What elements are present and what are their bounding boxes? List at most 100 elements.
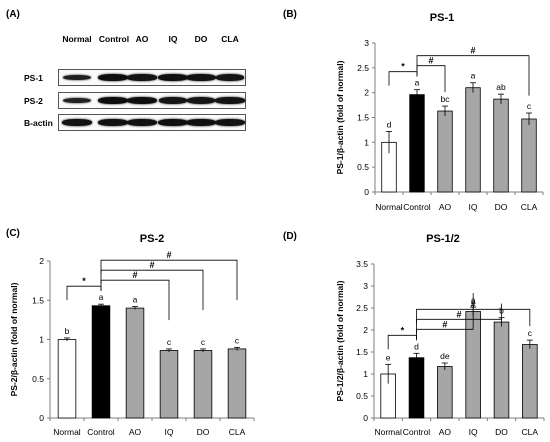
x-tick-label: DO [197,427,210,437]
y-tick-label: 2 [363,325,368,335]
y-tick-label: 3 [364,38,369,48]
significance-bracket [66,285,102,301]
significance-bracket [416,308,531,327]
y-tick-label: 0 [363,413,368,423]
bar [493,321,510,419]
significance-letter: c [527,101,532,111]
significance-marker: # [166,250,171,260]
bar [193,350,213,419]
y-tick-label: 0.5 [32,374,44,384]
significance-letter: c [528,328,533,338]
bar [159,350,179,419]
y-tick-label: 1 [363,369,368,379]
bar [408,357,425,419]
western-blot-panel: (A) Normal Control AO IQ DO CLA PS-1 PS-… [0,0,275,140]
x-tick-label: Control [403,202,431,212]
lane-header-ao: AO [135,34,149,44]
y-tick-label: 0.5 [356,391,368,401]
lane-header-do: DO [194,34,208,44]
significance-letter: d [387,119,392,129]
bar [522,344,538,419]
x-tick-label: Normal [53,427,81,437]
y-tick-label: 0 [364,187,369,197]
row-label-bactin: B-actin [24,118,53,128]
y-tick-label: 2 [39,256,44,266]
bar [57,339,77,419]
chart-title: PS-2 [140,233,164,245]
panel-label-d: (D) [283,231,297,242]
significance-marker: # [471,299,476,309]
bar [521,118,537,193]
significance-marker: # [442,319,447,329]
x-tick-label: AO [439,427,452,437]
y-tick-label: 3 [363,281,368,291]
y-tick-label: 3.5 [356,259,368,269]
significance-letter: a [415,78,420,88]
significance-marker: # [428,56,433,66]
blot-band [158,119,188,126]
bar [125,307,145,419]
significance-marker: # [456,309,461,319]
y-tick-label: 0.5 [357,162,369,172]
x-tick-label: Normal [375,202,403,212]
significance-letter: b [65,326,70,336]
significance-marker: # [149,260,154,270]
significance-marker: * [82,276,86,286]
blot-band [127,97,157,104]
significance-marker: * [401,325,405,335]
bar-chart-ps12: PS-1/2 PS-1/2/β-actin (fold of normal) 0 0.… [335,233,545,437]
panel-label-b: (B) [283,9,297,20]
significance-bracket [100,259,238,301]
x-tick-label: IQ [165,427,174,437]
blot-strip-ps2 [58,92,246,109]
blot-band [98,97,128,104]
significance-marker: # [132,270,137,280]
significance-letter: a [471,71,476,81]
bar-chart-ps2: PS-2 PS-2/β-actin (fold of normal) 0 0.5 1 1.… [9,233,255,437]
row-label-ps1: PS-1 [24,73,43,83]
y-tick-label: 1 [364,137,369,147]
significance-letter: c [235,335,240,345]
blot-band [158,74,188,81]
significance-bracket [388,71,418,86]
blot-band [63,74,91,81]
x-tick-label: AO [439,202,452,212]
lane-header-cla: CLA [221,34,239,44]
significance-letter: bc [441,94,451,104]
bar [437,110,453,193]
blot-band [186,119,216,126]
significance-bracket [387,334,417,350]
chart-title: PS-1 [430,12,454,24]
chart-title: PS-1/2 [426,233,460,245]
blot-band [215,74,245,81]
bar [437,366,453,419]
significance-bracket [416,293,474,341]
x-tick-label: IQ [469,202,478,212]
x-tick-label: IQ [469,427,478,437]
blot-strip-ps1 [58,69,246,86]
y-tick-label: 1.5 [32,295,44,305]
x-tick-label: DO [495,202,508,212]
significance-letter: de [440,351,450,361]
lane-header-iq: IQ [168,34,178,44]
y-tick-label: 2.5 [356,303,368,313]
blot-band [186,97,216,104]
significance-letter: a [133,295,138,305]
blot-band [186,74,216,81]
bar [493,98,509,193]
y-axis-label: PS-1/2/β-actin (fold of normal) [335,280,345,401]
y-tick-label: 2 [364,88,369,98]
y-axis-label: PS-1/β-actin (fold of normal) [335,60,345,174]
significance-marker: * [401,62,405,72]
lane-header-normal: Normal [62,34,92,44]
blot-band [62,119,92,126]
significance-letter: e [386,352,391,362]
significance-marker: # [470,46,475,56]
y-axis-label: PS-2/β-actin (fold of normal) [9,282,19,396]
x-tick-label: Control [87,427,115,437]
y-tick-label: 1 [39,335,44,345]
bar-chart-ps1: PS-1 PS-1/β-actin (fold of normal) 0 0.5 1 1.… [335,12,544,212]
x-tick-label: Control [403,427,431,437]
bar [227,348,247,419]
significance-bracket [416,303,502,334]
